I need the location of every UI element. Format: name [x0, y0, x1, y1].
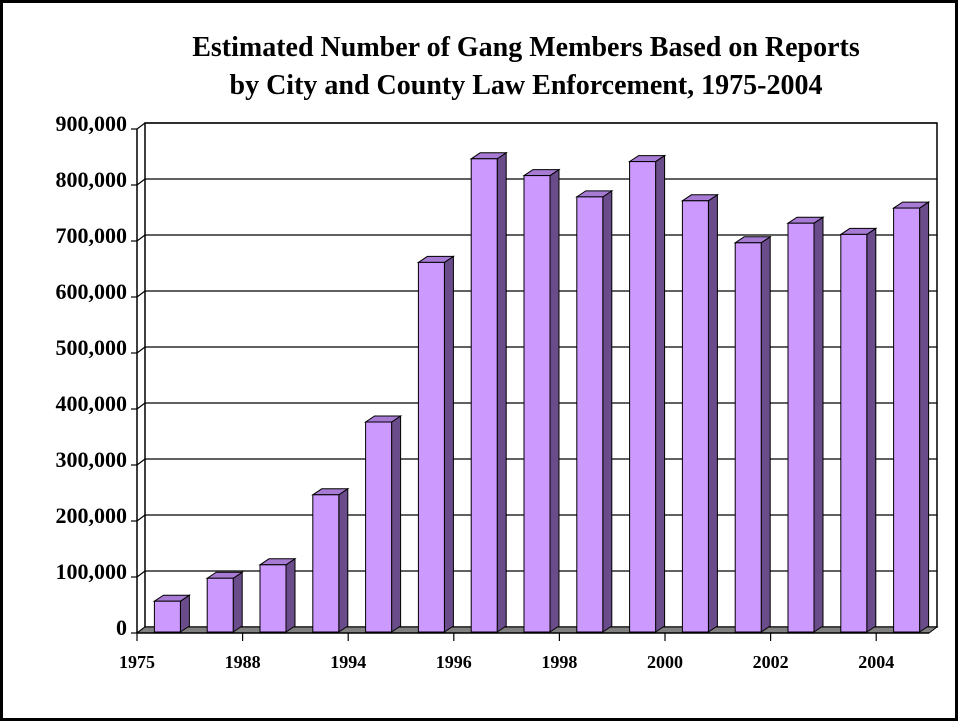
bar-front-1998 [523, 175, 551, 633]
bar-front-2000 [629, 161, 657, 633]
x-tick-label-1975: 1975 [119, 652, 155, 672]
bar-front-1996 [417, 261, 445, 633]
bar-front-1995 [365, 421, 393, 633]
bar-1998 [522, 168, 561, 633]
bar-1995 [363, 415, 403, 633]
x-tick-label-2004: 2004 [858, 652, 894, 672]
bar-side-1989 [285, 557, 296, 633]
bar-front-2002 [734, 242, 762, 633]
gridline-depth-5 [136, 346, 146, 354]
x-tick-label-2000: 2000 [647, 652, 683, 672]
bar-side-1995 [391, 415, 402, 633]
bar-1988 [205, 571, 244, 633]
bar-2005 [891, 201, 931, 633]
bar-2004 [839, 227, 878, 633]
bar-1999 [575, 189, 614, 633]
bar-1989 [258, 557, 297, 633]
y-tick-labels: 0 100,000 200,000 300,000 400,000 500,000 600,… [56, 111, 128, 640]
bar-side-2005 [919, 201, 930, 633]
y-tick-label-9: 900,000 [56, 111, 128, 136]
gridline-depth-8 [136, 178, 146, 186]
gridline-depth-6 [136, 290, 146, 298]
bar-side-2000 [655, 154, 666, 633]
gridline-depth-2 [136, 514, 146, 522]
x-tick-label-2002: 2002 [753, 652, 789, 672]
x-tick-label-1994: 1994 [330, 652, 366, 672]
gridline-depth-9 [136, 122, 146, 130]
bar-2001 [680, 193, 720, 633]
bar-front-2004 [840, 233, 868, 633]
gridline-depth-1 [136, 570, 146, 578]
chart-title: Estimated Number of Gang Members Based o… [192, 32, 860, 101]
bar-side-1997 [496, 151, 507, 633]
bar-side-1998 [549, 168, 560, 633]
bar-side-1988 [232, 571, 243, 633]
y-tick-label-7: 700,000 [56, 223, 128, 248]
bar-1996 [416, 255, 456, 633]
bar-side-1994 [338, 487, 349, 633]
x-tick-label-1996: 1996 [436, 652, 472, 672]
bar-front-1999 [576, 196, 604, 633]
bar-side-2001 [707, 193, 718, 633]
y-tick-label-4: 400,000 [56, 391, 128, 416]
bar-front-2003 [787, 222, 815, 633]
y-tick-label-1: 100,000 [56, 559, 128, 584]
y-tick-label-2: 200,000 [56, 503, 128, 528]
bar-1975 [152, 594, 192, 633]
axes [131, 128, 929, 641]
y-tick-label-8: 800,000 [56, 167, 128, 192]
gridline-depth-7 [136, 234, 146, 242]
bar-front-1975 [153, 600, 181, 633]
bar-side-1996 [443, 255, 454, 633]
bar-side-2004 [866, 227, 877, 633]
chart-title-line-2: by City and County Law Enforcement, 1975… [230, 70, 823, 101]
bar-front-1997 [470, 158, 498, 633]
gridline-depth-4 [136, 402, 146, 410]
bar-front-2005 [893, 207, 921, 633]
gridline-depth-3 [136, 458, 146, 466]
x-tick-label-1998: 1998 [541, 652, 577, 672]
bar-front-2001 [681, 200, 709, 633]
bar-2002 [733, 235, 772, 633]
bars [152, 151, 931, 633]
y-tick-label-3: 300,000 [56, 447, 128, 472]
chart-title-line-1: Estimated Number of Gang Members Based o… [192, 32, 860, 63]
y-tick-label-6: 600,000 [56, 279, 128, 304]
x-tick-label-1988: 1988 [225, 652, 261, 672]
y-tick-label-0: 0 [116, 615, 127, 640]
bar-1994 [311, 487, 350, 633]
x-tick-labels: 1975 1988 1994 1996 1998 2000 2002 2004 [119, 652, 894, 672]
bar-2000 [627, 154, 667, 633]
bar-front-1988 [206, 577, 234, 633]
bar-side-1999 [602, 189, 613, 633]
bar-side-2003 [813, 216, 824, 633]
bar-1997 [469, 151, 508, 633]
bar-side-2002 [760, 235, 771, 633]
y-tick-label-5: 500,000 [56, 335, 128, 360]
bar-front-1994 [312, 494, 340, 633]
bar-front-1989 [259, 564, 287, 633]
bar-2003 [786, 216, 825, 633]
